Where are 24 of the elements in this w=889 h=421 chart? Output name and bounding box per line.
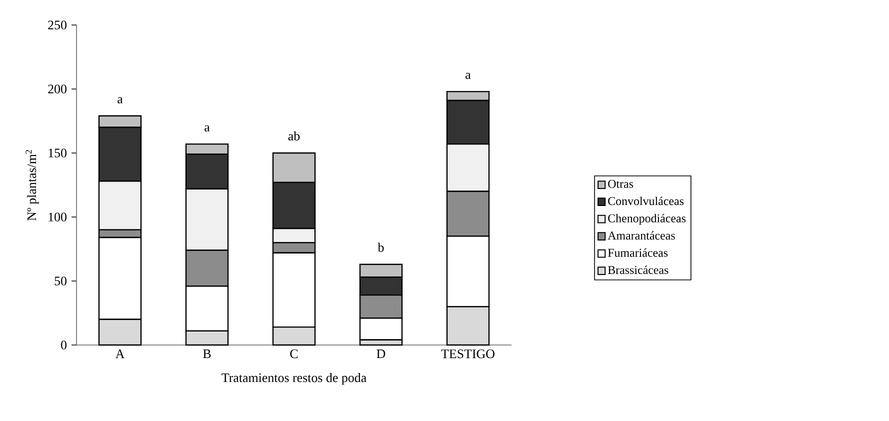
x-tick-label: C xyxy=(290,350,298,358)
annotation: ab xyxy=(288,131,300,140)
y-axis-title: Nº plantas/m$^{2}$ xyxy=(26,150,39,221)
x-axis-title: Tratamientos restos de poda xyxy=(222,373,366,385)
legend-label: Brassicáceas xyxy=(608,266,668,274)
y-tick-label: 150 xyxy=(48,148,67,158)
annotation: a xyxy=(466,72,471,80)
annotation: a xyxy=(118,97,123,104)
y-tick-label: 0 xyxy=(61,340,67,350)
x-tick-label: B xyxy=(203,350,211,358)
legend-label: Otras xyxy=(608,180,634,188)
x-tick-label: TESTIGO xyxy=(441,350,494,358)
legend-label: Amarantáceas xyxy=(608,231,675,240)
annotation: b xyxy=(378,242,384,252)
legend-label: Convolvuláceas xyxy=(608,196,684,206)
x-tick-label: D xyxy=(376,350,386,358)
y-tick-label: 250 xyxy=(48,20,67,30)
legend-label: Chenopodiáceas xyxy=(608,214,686,225)
annotation: a xyxy=(204,125,210,132)
y-tick-label: 50 xyxy=(54,276,67,286)
y-tick-label: 200 xyxy=(48,84,67,94)
x-tick-label: A xyxy=(115,350,125,358)
legend-label: Fumariáceas xyxy=(608,248,668,257)
y-tick-label: 100 xyxy=(48,212,67,222)
